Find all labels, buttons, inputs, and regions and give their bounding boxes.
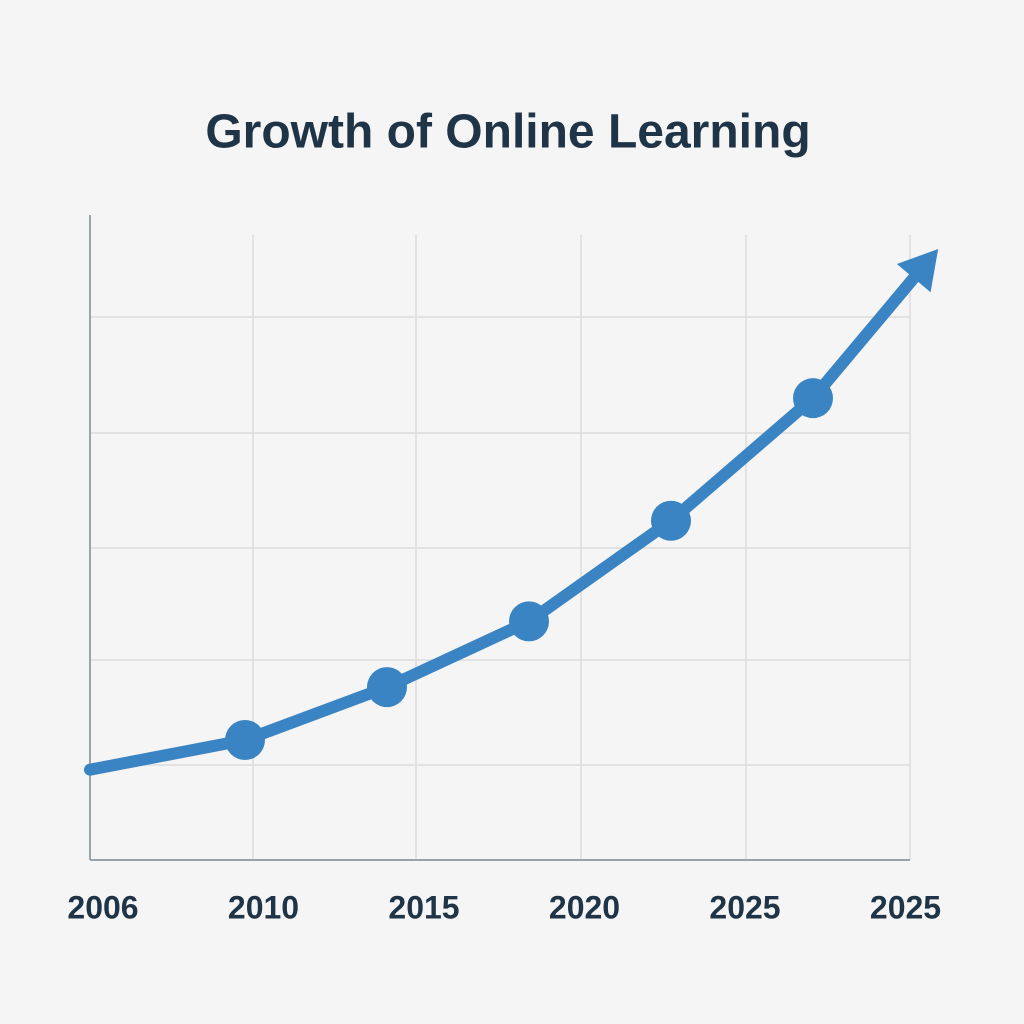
data-point bbox=[651, 500, 691, 541]
data-line bbox=[84, 392, 819, 776]
x-tick-label: 2025 bbox=[870, 889, 941, 925]
data-point bbox=[793, 378, 833, 419]
x-tick-label: 2006 bbox=[67, 889, 138, 925]
x-tick-label: 2020 bbox=[549, 889, 620, 925]
data-point bbox=[367, 667, 407, 708]
x-tick-label: 2010 bbox=[228, 889, 299, 925]
x-tick-label: 2025 bbox=[709, 889, 780, 925]
x-tick-label: 2015 bbox=[388, 889, 459, 925]
grid bbox=[90, 235, 911, 860]
arrow-shaft bbox=[807, 272, 920, 405]
chart-title: Growth of Online Learning bbox=[205, 106, 810, 159]
data-point bbox=[225, 720, 265, 761]
arrow-head bbox=[896, 249, 939, 293]
data-point bbox=[509, 601, 549, 642]
